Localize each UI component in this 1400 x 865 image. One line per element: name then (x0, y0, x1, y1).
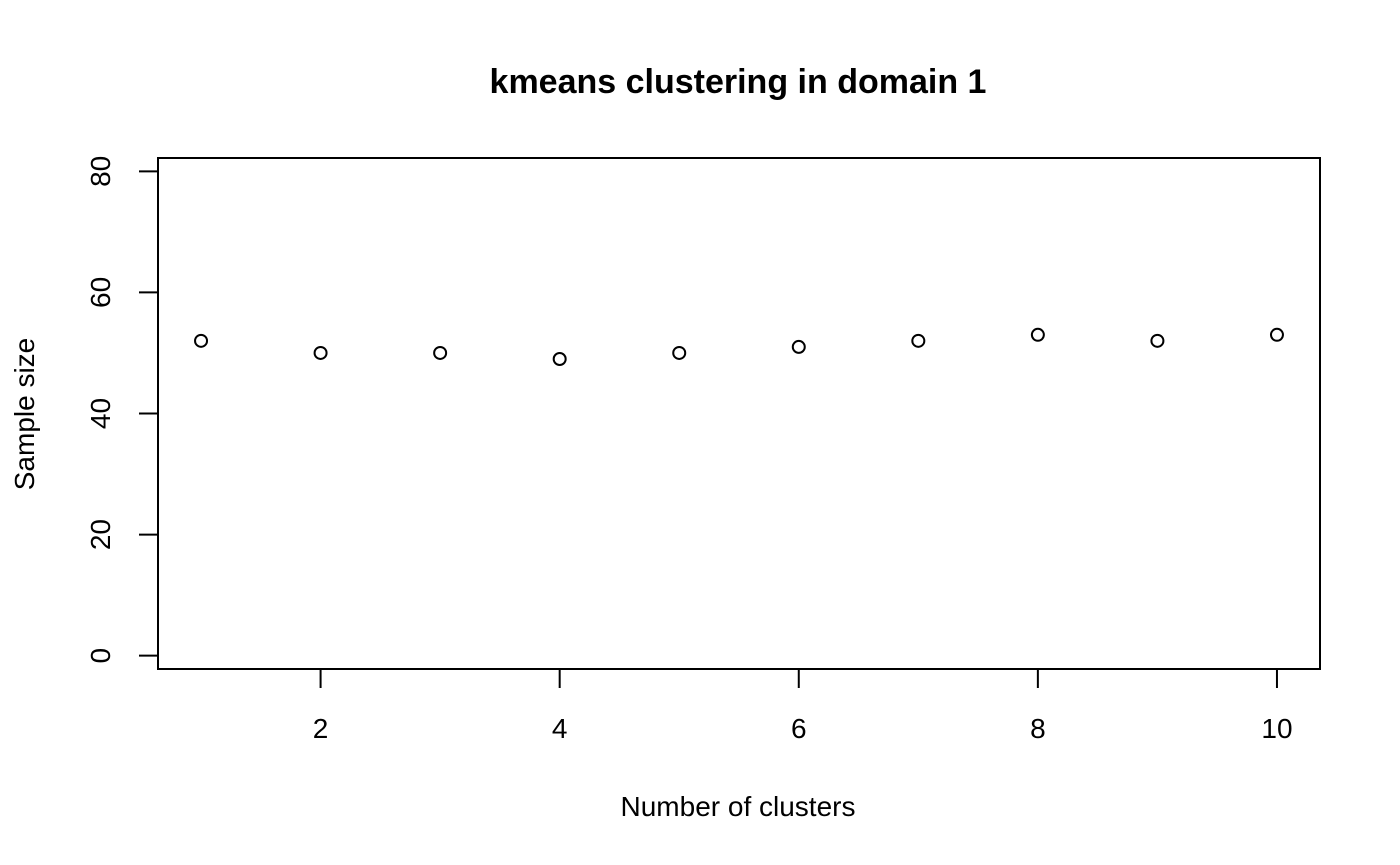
data-point (313, 345, 328, 360)
y-tick-label: 40 (85, 398, 116, 429)
chart-title: kmeans clustering in domain 1 (490, 63, 987, 101)
y-tick-label: 60 (85, 277, 116, 308)
x-tick-label: 4 (552, 713, 568, 744)
y-axis: 0 20 40 60 80 (85, 156, 159, 664)
y-tick-label: 20 (85, 519, 116, 550)
y-tick-label: 80 (85, 156, 116, 187)
data-point (1269, 327, 1284, 342)
x-axis-label: Number of clusters (621, 791, 856, 822)
data-points (194, 327, 1284, 367)
data-point (1150, 333, 1165, 348)
data-point (911, 333, 926, 348)
data-point (433, 345, 448, 360)
y-tick-label: 0 (85, 648, 116, 664)
plot-frame (157, 157, 1321, 670)
data-point (552, 352, 567, 367)
x-tick-label: 2 (313, 713, 329, 744)
x-tick-label: 8 (1030, 713, 1046, 744)
data-point (1030, 327, 1045, 342)
data-point (672, 345, 687, 360)
data-point (194, 333, 209, 348)
data-point (791, 339, 806, 354)
x-tick-label: 10 (1261, 713, 1292, 744)
x-tick-label: 6 (791, 713, 807, 744)
y-axis-label: Sample size (9, 338, 40, 491)
x-axis: 2 4 6 8 10 (313, 668, 1293, 744)
